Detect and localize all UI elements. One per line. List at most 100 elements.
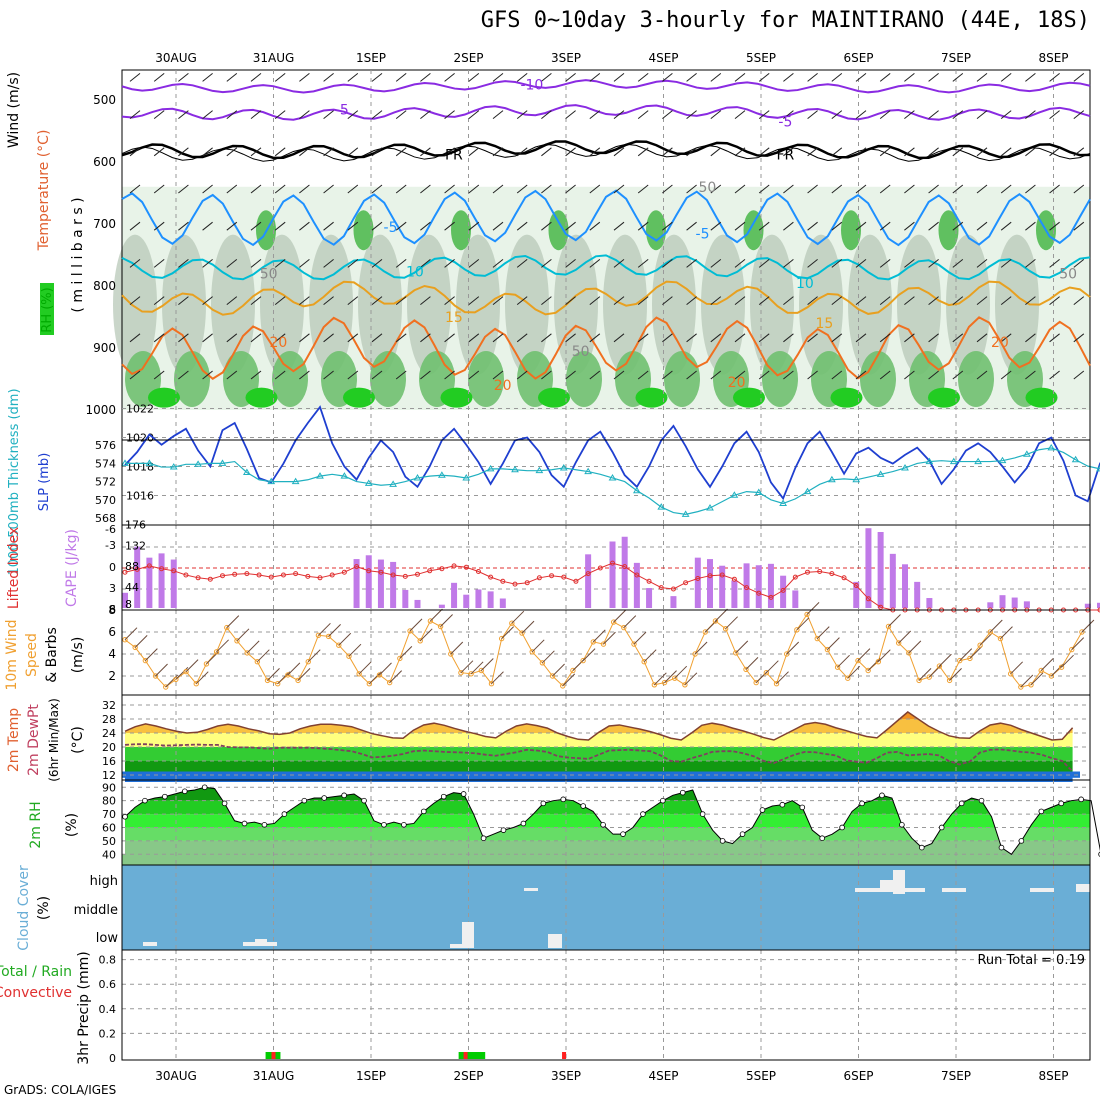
li-tick-label: 6 [109, 603, 116, 616]
wind-barb [1073, 296, 1085, 305]
wind-speed-point [906, 650, 912, 656]
date-label-top: 30AUG [155, 51, 197, 65]
wind-barb [1073, 333, 1085, 343]
cloud-block [524, 888, 538, 891]
wind-barb [318, 622, 331, 636]
cape-bar [353, 559, 360, 608]
rh-tick-label: 50 [102, 835, 116, 848]
wind-speed-point [824, 646, 831, 653]
wind-barb [202, 259, 213, 268]
wind-speed-point [590, 639, 596, 645]
wind-barb [686, 73, 697, 82]
thickness-point [291, 477, 300, 485]
wind-speed-point [275, 681, 281, 687]
wind-barb [541, 370, 552, 380]
cape-bar [999, 595, 1006, 608]
lifted-index-point [244, 571, 250, 577]
rh-shade-high [860, 351, 896, 407]
wind-speed-point [315, 632, 322, 638]
lifted-index-point [171, 568, 177, 574]
axis-label-temp-1: 2m Temp [6, 708, 22, 772]
wind-barb [565, 110, 576, 119]
wind-barb [664, 670, 677, 683]
wind-speed-point [1069, 646, 1075, 653]
rh-point [122, 813, 128, 820]
wind-barb [565, 221, 576, 231]
wind-speed-point [417, 638, 423, 644]
wind-barb [1000, 110, 1012, 119]
wind-speed-point [458, 670, 464, 676]
isotherm-line [121, 79, 1091, 94]
wind-speed-point [641, 659, 647, 665]
wind-barb [637, 333, 649, 343]
wind-barb [765, 660, 779, 674]
contour-label: FR [776, 148, 794, 164]
axis-label-temp-4: (°C) [70, 726, 86, 754]
wind-barb [783, 73, 794, 82]
cape-bar [670, 596, 677, 608]
wind-barb [734, 296, 746, 305]
wind-barb [806, 602, 820, 615]
rh-point [719, 838, 726, 844]
wind-barb [565, 73, 576, 82]
wind-barb [928, 259, 939, 268]
wind-barb [468, 147, 480, 157]
wind-barb [178, 221, 189, 231]
lifted-index-point [354, 564, 360, 570]
lifted-index-point [853, 583, 859, 588]
wind-barb [603, 631, 616, 645]
rh-shade-mid [260, 234, 304, 375]
wind-barb [129, 147, 141, 157]
contour-label: 20 [269, 335, 287, 351]
wind-barb [565, 296, 576, 305]
wind-barb [686, 333, 697, 343]
axis-label-precip: 3hr Precip (mm) [76, 951, 92, 1064]
wind-barb [831, 296, 843, 305]
wind-barb [267, 668, 280, 681]
wind-barb [1081, 619, 1095, 633]
wind-barb [1049, 221, 1060, 231]
wind-speed-point [213, 649, 220, 655]
wind-speed-point [173, 676, 179, 682]
thickness-point [535, 466, 544, 474]
wind-barb [1025, 184, 1036, 194]
wind-barb [831, 221, 843, 231]
wind-speed-point [763, 670, 770, 676]
rh-point [301, 797, 308, 804]
wind-barb [1025, 73, 1036, 82]
temp-tick-label: 20 [102, 741, 116, 754]
wind-barb [807, 333, 818, 343]
wind-barb [1049, 110, 1060, 119]
rh-shade-max [440, 387, 473, 408]
wind-barb [444, 110, 455, 119]
wind-barb [908, 640, 922, 654]
rh-point [739, 831, 746, 837]
wind-barb [952, 221, 964, 231]
lifted-index-point [146, 563, 152, 569]
wind-speed-point [722, 626, 729, 632]
wind-barb [299, 296, 310, 305]
wind-barb [202, 296, 213, 305]
lifted-index-point [670, 586, 676, 592]
temp-tick-label: 28 [102, 713, 116, 726]
wind-barb [662, 110, 673, 119]
wind-barb [710, 370, 722, 380]
wind-tick-label: 8 [108, 603, 116, 617]
thickness-point [121, 459, 129, 466]
wind-barb [274, 147, 286, 157]
wind-speed-point [488, 681, 495, 687]
wind-barb [637, 147, 649, 157]
wind-barb [976, 259, 988, 268]
wind-speed-point [702, 629, 708, 635]
lifted-index-point [610, 560, 615, 566]
wind-barb [1025, 333, 1036, 343]
temp-tick-label: 24 [102, 727, 116, 740]
lifted-index-point [317, 575, 323, 581]
wind-speed-point [376, 672, 383, 678]
contour-label: 20 [991, 335, 1009, 351]
precip-tick-label: 0.4 [99, 1003, 117, 1016]
wind-barb [323, 184, 334, 194]
wind-barb [637, 73, 649, 82]
thickness-point [340, 472, 349, 479]
